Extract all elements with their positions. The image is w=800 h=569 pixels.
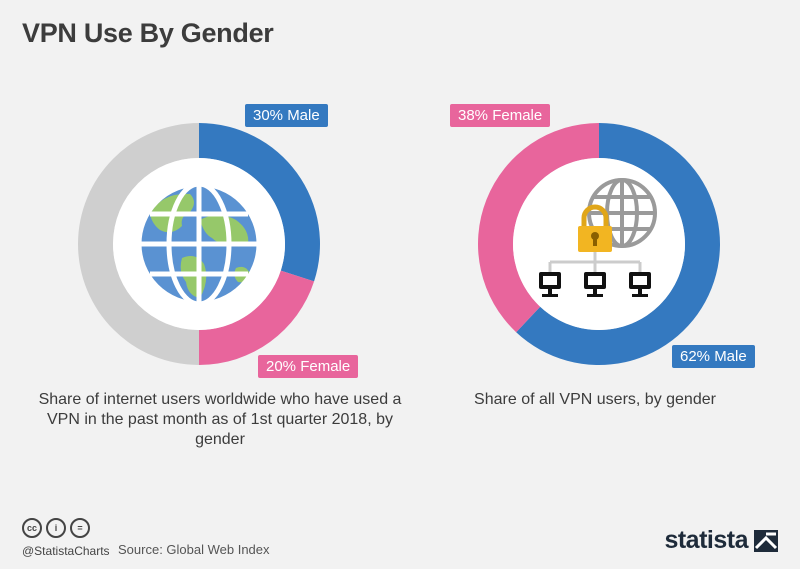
page-title: VPN Use By Gender (22, 18, 274, 48)
footer-left: cc i = @StatistaCharts (22, 518, 110, 558)
by-icon: i (46, 518, 66, 538)
license-icons: cc i = (22, 518, 110, 538)
slice-label-female-right: 38% Female (450, 104, 551, 127)
cc-icon: cc (22, 518, 42, 538)
brand-logo: statista (664, 526, 778, 555)
brand-mark-icon (754, 529, 778, 552)
slice-label-male-right: 62% Male (672, 345, 755, 368)
nd-icon: = (70, 518, 90, 538)
caption-right: Share of all VPN users, by gender (474, 391, 716, 408)
twitter-handle: @StatistaCharts (22, 544, 110, 558)
left-donut-slice-0 (199, 123, 320, 282)
brand-name: statista (664, 526, 748, 554)
globe-icon (136, 181, 262, 307)
source-text: Source: Global Web Index (118, 542, 270, 557)
left-donut-slice-1 (199, 270, 315, 365)
vpn-network-icon (539, 178, 657, 297)
left-donut-slice-2 (78, 123, 199, 365)
caption-left: Share of internet users worldwide who ha… (38, 391, 402, 448)
slice-label-male-left: 30% Male (245, 104, 328, 127)
right-donut-slice-1 (477, 122, 599, 333)
slice-label-female-left: 20% Female (258, 355, 359, 378)
right-donut-slice-0 (516, 123, 720, 365)
